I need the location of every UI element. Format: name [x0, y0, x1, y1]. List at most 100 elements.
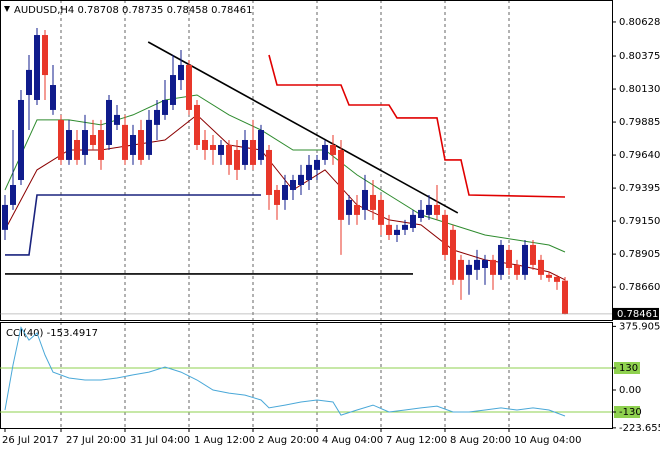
- y-tick-label: 0.78660: [619, 282, 660, 293]
- candle-body: [498, 244, 504, 275]
- candle-body: [226, 144, 232, 165]
- y-tick-label: 0.78905: [619, 249, 660, 260]
- candle-body: [170, 75, 176, 105]
- main-panel: [0, 0, 613, 321]
- candle-body: [242, 139, 248, 165]
- x-tick-label: 31 Jul 04:00: [130, 435, 190, 446]
- candle-body: [82, 130, 88, 155]
- x-tick-label: 1 Aug 12:00: [194, 435, 255, 446]
- y-tick-label: -130: [619, 407, 642, 418]
- candle-body: [98, 130, 104, 160]
- candle-body: [450, 229, 456, 280]
- y-tick-label: 0.80375: [619, 51, 660, 62]
- x-tick-label: 27 Jul 20:00: [66, 435, 126, 446]
- candle-body: [370, 194, 376, 210]
- candle-body: [58, 119, 64, 160]
- chart-header: AUDUSD,H4 0.78708 0.78735 0.78458 0.7846…: [14, 5, 252, 16]
- y-tick-label: 130: [619, 363, 638, 374]
- candle-body: [418, 209, 424, 219]
- candle-body: [282, 184, 288, 200]
- candle-body: [562, 280, 568, 314]
- x-tick-label: 26 Jul 2017: [2, 435, 59, 446]
- candle-body: [514, 264, 520, 275]
- candle-body: [106, 99, 112, 145]
- candle-body: [162, 99, 168, 115]
- high-value: 0.78735: [122, 5, 163, 16]
- x-tick-label: 4 Aug 04:00: [322, 435, 383, 446]
- candle-body: [74, 139, 80, 160]
- candle-body: [122, 124, 128, 160]
- candle-body: [554, 276, 560, 282]
- candle-body: [210, 144, 216, 150]
- candle-body: [10, 184, 16, 205]
- candle-body: [130, 135, 136, 155]
- y-tick-label: 0.79640: [619, 150, 660, 161]
- cci-value: -153.4917: [47, 328, 98, 339]
- candle-body: [442, 214, 448, 255]
- candle-body: [522, 244, 528, 275]
- indicator-line: [5, 194, 261, 256]
- candle-body: [474, 259, 480, 270]
- candle-body: [274, 189, 280, 205]
- candle-body: [402, 224, 408, 230]
- low-value: 0.78458: [167, 5, 208, 16]
- candle-body: [2, 204, 8, 230]
- cci-panel: [0, 322, 613, 429]
- candle-body: [426, 204, 432, 215]
- x-tick-label: 8 Aug 20:00: [450, 435, 511, 446]
- candle-body: [346, 199, 352, 215]
- candle-body: [434, 204, 440, 215]
- candle-body: [194, 104, 200, 145]
- candle-body: [218, 144, 224, 155]
- candle-body: [18, 99, 24, 181]
- y-tick-label: 375.9058: [619, 321, 660, 332]
- candle-body: [34, 35, 40, 100]
- y-tick-label: 0.80130: [619, 84, 660, 95]
- candle-body: [530, 244, 536, 265]
- candle-body: [90, 135, 96, 145]
- candle-body: [458, 259, 464, 280]
- candle-body: [410, 214, 416, 228]
- candle-body: [186, 64, 192, 110]
- candle-body: [202, 139, 208, 150]
- candle-body: [290, 180, 296, 190]
- candle-body: [250, 139, 256, 165]
- candle-body: [298, 174, 304, 185]
- open-value: 0.78708: [77, 5, 118, 16]
- last-price-box: [613, 307, 659, 320]
- header-icon: [4, 6, 10, 12]
- candle-body: [114, 114, 120, 125]
- candle-body: [234, 149, 240, 170]
- candle-body: [394, 229, 400, 235]
- candle-body: [466, 264, 472, 275]
- y-tick-label: 0.79150: [619, 216, 660, 227]
- candle-body: [538, 259, 544, 275]
- candle-body: [50, 85, 56, 110]
- candle-body: [266, 149, 272, 195]
- y-tick-label: 0.00: [619, 385, 641, 396]
- candle-body: [546, 274, 552, 278]
- candle-body: [362, 189, 368, 210]
- candle-body: [66, 130, 72, 160]
- indicator-line: [147, 41, 459, 214]
- candle-body: [386, 224, 392, 235]
- y-tick-label: 0.80628: [619, 17, 660, 28]
- candle-body: [146, 119, 152, 155]
- symbol: AUDUSD,H4: [14, 5, 74, 16]
- close-value: 0.78461: [211, 5, 252, 16]
- candle-body: [490, 259, 496, 275]
- candle-body: [314, 159, 320, 170]
- indicator-line: [268, 54, 566, 198]
- x-tick-label: 10 Aug 04:00: [514, 435, 581, 446]
- candle-body: [138, 130, 144, 160]
- candle-body: [482, 259, 488, 268]
- candle-body: [378, 199, 384, 225]
- last-price-label: 0.78461: [617, 309, 658, 320]
- cci-line: [4, 326, 566, 417]
- level-label-box: [614, 362, 640, 375]
- y-tick-label: 0.79395: [619, 183, 660, 194]
- y-tick-label: -223.6552: [619, 423, 660, 434]
- candle-body: [338, 149, 344, 220]
- x-tick-label: 7 Aug 12:00: [386, 435, 447, 446]
